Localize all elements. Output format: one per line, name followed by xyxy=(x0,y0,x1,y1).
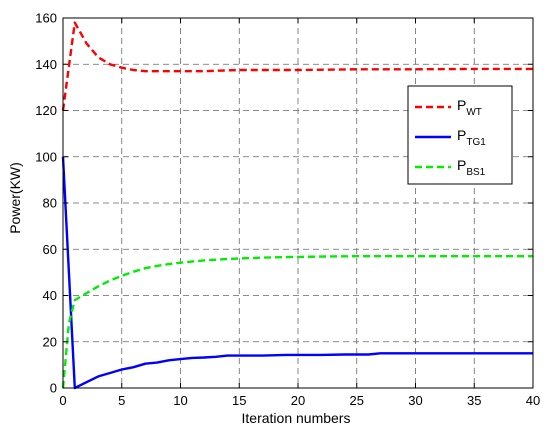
y-tick-label: 60 xyxy=(43,242,57,257)
y-tick-label: 160 xyxy=(35,11,57,26)
x-tick-label: 10 xyxy=(173,393,187,408)
x-tick-label: 5 xyxy=(118,393,125,408)
x-tick-label: 30 xyxy=(408,393,422,408)
x-tick-label: 35 xyxy=(467,393,481,408)
grid-lines xyxy=(63,18,533,388)
series-line-bs1 xyxy=(61,255,533,389)
y-tick-label: 20 xyxy=(43,334,57,349)
y-tick-label: 120 xyxy=(35,103,57,118)
y-tick-label: 80 xyxy=(43,196,57,211)
legend-box xyxy=(407,85,513,185)
y-tick-label: 40 xyxy=(43,288,57,303)
axis-ticks xyxy=(62,17,534,389)
legend-entry: PTG1 xyxy=(457,127,486,148)
legend-entry: PBS1 xyxy=(457,157,486,178)
legend-entry: PWT xyxy=(457,97,482,118)
x-tick-label: 15 xyxy=(232,393,246,408)
y-tick-labels: 0 20 40 60 80 100 120 140 160 xyxy=(35,11,57,396)
y-tick-label: 0 xyxy=(50,381,57,396)
y-tick-label: 140 xyxy=(35,57,57,72)
series-line-tg1 xyxy=(61,156,533,390)
x-tick-label: 20 xyxy=(291,393,305,408)
x-axis-label: Iteration numbers xyxy=(242,410,351,426)
legend: PWT PTG1 PBS1 xyxy=(407,85,513,185)
x-tick-label: 40 xyxy=(526,393,540,408)
y-axis-label: Power(KW) xyxy=(7,162,23,234)
series-lines xyxy=(61,21,533,390)
y-tick-label: 100 xyxy=(35,149,57,164)
x-tick-label: 25 xyxy=(350,393,364,408)
x-tick-labels: 0 5 10 15 20 25 30 35 40 xyxy=(59,393,540,408)
series-line-wt xyxy=(61,21,533,111)
x-tick-label: 0 xyxy=(59,393,66,408)
